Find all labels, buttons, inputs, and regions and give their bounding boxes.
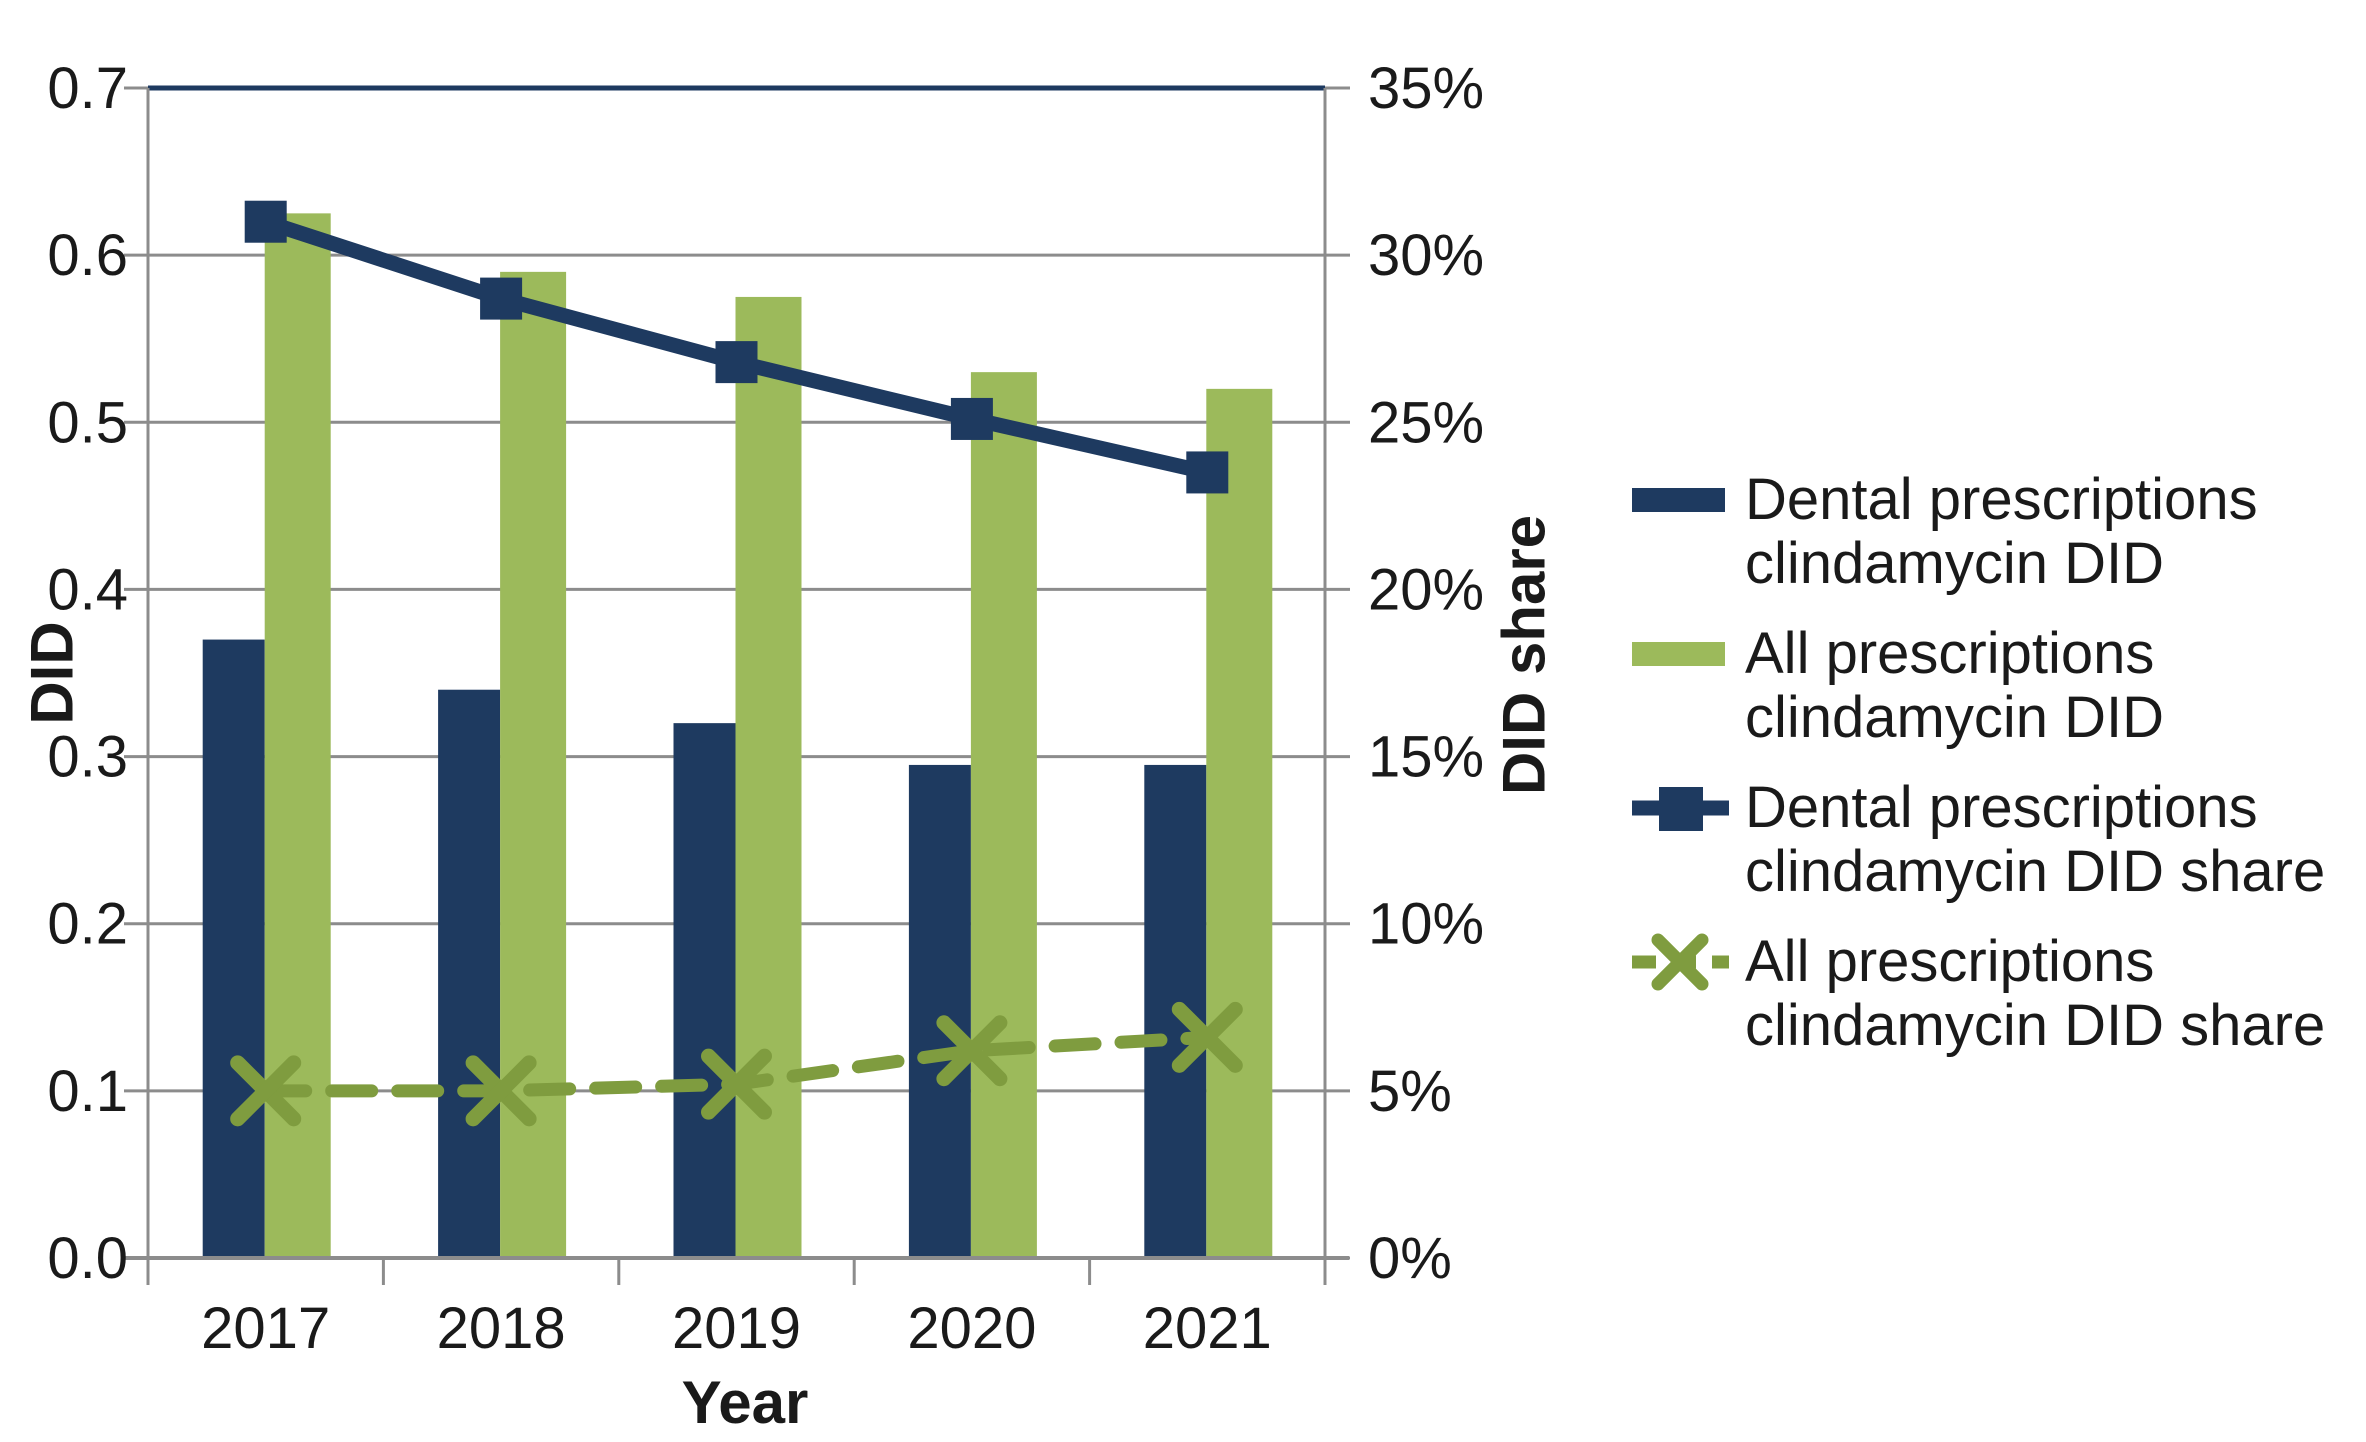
marker-square-2019	[715, 341, 758, 384]
x-category-label: 2017	[201, 1296, 330, 1361]
legend-item-3: All prescriptions clindamycin DID share	[1632, 930, 2362, 1058]
legend-color-chip	[1632, 488, 1725, 512]
legend-label-line: All prescriptions	[1745, 929, 2155, 994]
x-category-label: 2020	[907, 1296, 1036, 1361]
left-tick-label: 0.7	[47, 56, 128, 121]
legend-color-chip	[1632, 642, 1725, 666]
x-category-label: 2021	[1143, 1296, 1272, 1361]
left-tick-label: 0.4	[47, 557, 128, 622]
legend-marker-icon	[1632, 787, 1729, 831]
left-tick-label: 0.2	[47, 892, 128, 957]
marker-x-2018	[465, 1055, 537, 1127]
left-tick-label: 0.1	[47, 1059, 128, 1124]
marker-x-2021	[1171, 1001, 1243, 1073]
legend-label: All prescriptions clindamycin DID	[1745, 622, 2164, 750]
legend: Dental prescriptions clindamycin DID All p…	[1632, 468, 2362, 1084]
marker-square-2017	[244, 200, 287, 243]
right-tick-label: 25%	[1368, 390, 1484, 455]
marker-x-2020	[936, 1015, 1008, 1087]
legend-label-line: clindamycin DID share	[1745, 993, 2326, 1058]
legend-marker-icon	[1632, 933, 1729, 991]
left-tick-label: 0.5	[47, 390, 128, 455]
right-axis-title: DID share	[1490, 514, 1558, 796]
legend-bar-swatch	[1632, 468, 1729, 532]
bar-dental-2018	[438, 689, 501, 1258]
right-tick-label: 20%	[1368, 557, 1484, 622]
bar-all-2021	[1206, 388, 1273, 1258]
legend-label-line: Dental prescriptions	[1745, 467, 2258, 532]
left-tick-label: 0.6	[47, 223, 128, 288]
legend-bar-swatch	[1632, 622, 1729, 686]
x-category-label: 2019	[672, 1296, 801, 1361]
x-axis-title: Year	[681, 1369, 809, 1436]
right-tick-label: 30%	[1368, 223, 1484, 288]
left-tick-label: 0.0	[47, 1226, 128, 1291]
legend-label: Dental prescriptions clindamycin DID shar…	[1745, 776, 2325, 904]
legend-item-2: Dental prescriptions clindamycin DID shar…	[1632, 776, 2362, 904]
right-tick-label: 10%	[1368, 892, 1484, 957]
legend-label-line: clindamycin DID	[1745, 531, 2164, 596]
legend-item-0: Dental prescriptions clindamycin DID	[1632, 468, 2362, 596]
x-category-label: 2018	[437, 1296, 566, 1361]
legend-label-line: Dental prescriptions	[1745, 775, 2258, 840]
left-axis-title: DID	[18, 621, 86, 725]
marker-x-2017	[230, 1055, 302, 1127]
marker-square-2021	[1186, 451, 1229, 494]
bar-dental-2020	[908, 764, 971, 1258]
right-tick-label: 0%	[1368, 1226, 1452, 1291]
right-tick-label: 15%	[1368, 725, 1484, 790]
right-tick-label: 5%	[1368, 1059, 1452, 1124]
bar-dental-2019	[673, 723, 736, 1258]
marker-square-2020	[950, 397, 993, 440]
right-tick-label: 35%	[1368, 56, 1484, 121]
marker-x-2019	[701, 1048, 772, 1120]
legend-line-swatch	[1632, 930, 1729, 994]
legend-label: Dental prescriptions clindamycin DID	[1745, 468, 2258, 596]
bar-all-2020	[970, 372, 1037, 1259]
legend-label-line: clindamycin DID	[1745, 685, 2164, 750]
legend-item-1: All prescriptions clindamycin DID	[1632, 622, 2362, 750]
legend-label-line: clindamycin DID share	[1745, 839, 2326, 904]
legend-label: All prescriptions clindamycin DID share	[1745, 930, 2325, 1058]
bar-dental-2017	[202, 639, 265, 1258]
legend-line-swatch	[1632, 776, 1729, 840]
legend-label-line: All prescriptions	[1745, 621, 2155, 686]
left-tick-label: 0.3	[47, 725, 128, 790]
marker-square-2018	[480, 277, 523, 320]
